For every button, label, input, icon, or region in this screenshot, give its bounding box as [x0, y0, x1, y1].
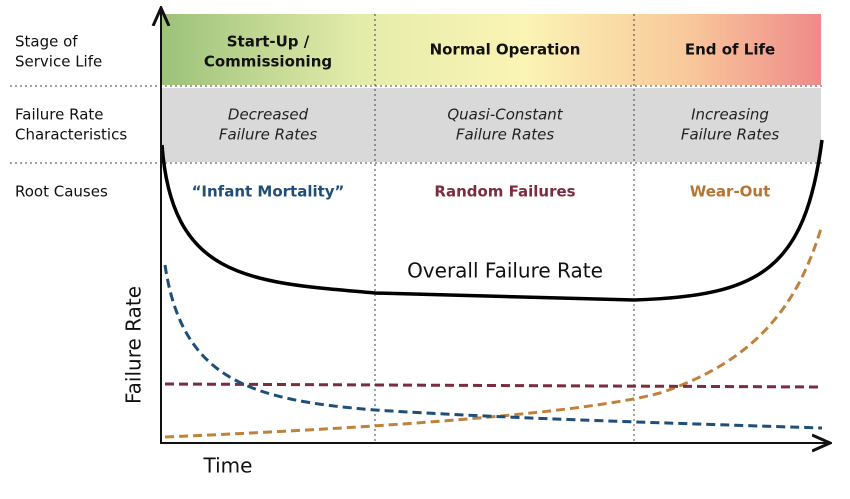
row-label: Characteristics: [15, 126, 127, 144]
root-cause: “Infant Mortality”: [192, 183, 345, 201]
row-label: Stage of: [15, 33, 78, 51]
row-label: Service Life: [15, 53, 102, 71]
row-label: Failure Rate: [15, 106, 104, 124]
row-label: Root Causes: [15, 183, 108, 201]
phase-characteristics: Quasi-Constant: [447, 106, 563, 124]
infant-mortality-curve: [163, 264, 823, 430]
characteristics-band: [161, 88, 821, 162]
phase-characteristics: Decreased: [228, 106, 309, 124]
phase-characteristics: Increasing: [691, 106, 769, 124]
stage-band: [161, 14, 821, 85]
random-failure-curve: [164, 382, 823, 389]
wear-out-curve: [164, 224, 824, 439]
root-cause: Random Failures: [434, 183, 575, 201]
y-axis-label: Failure Rate: [122, 286, 146, 404]
phase-title: Commissioning: [204, 53, 332, 71]
phase-title: Start-Up /: [227, 33, 310, 51]
phase-characteristics: Failure Rates: [681, 126, 780, 144]
phase-title: End of Life: [685, 41, 775, 59]
phase-characteristics: Failure Rates: [219, 126, 318, 144]
phase-characteristics: Failure Rates: [456, 126, 555, 144]
overall-failure-curve: [160, 139, 824, 302]
curve-label: Overall Failure Rate: [407, 259, 603, 283]
root-cause: Wear-Out: [690, 183, 771, 201]
x-axis-label: Time: [203, 454, 253, 478]
phase-title: Normal Operation: [430, 41, 581, 59]
